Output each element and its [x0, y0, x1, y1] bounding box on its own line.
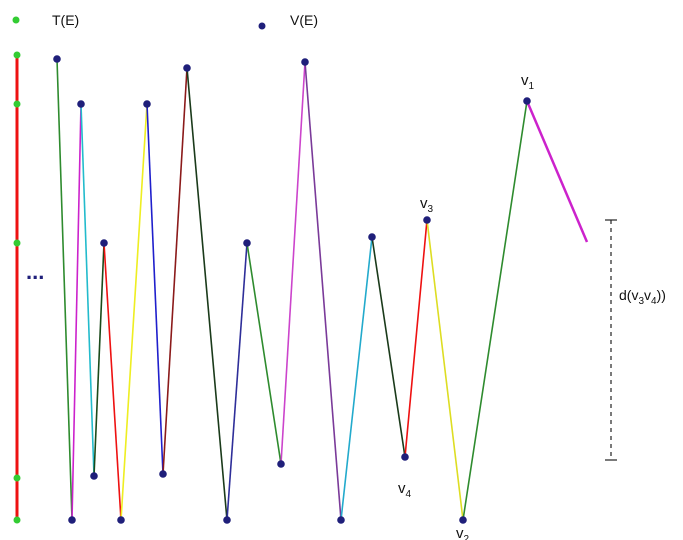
zigzag-segments [56, 58, 589, 521]
zigzag-segment [462, 100, 528, 521]
ellipsis: ... [26, 259, 44, 284]
vertex-point [223, 516, 231, 524]
vertex-point [77, 100, 85, 108]
vertex-point [243, 239, 251, 247]
vertex-point [277, 460, 285, 468]
zigzag-segment [404, 219, 428, 458]
zigzag-segment [56, 58, 73, 521]
zigzag-segment [226, 242, 248, 521]
zigzag-segment [304, 61, 342, 521]
legend-v-label: V(E) [290, 12, 318, 28]
vertex-point [368, 233, 376, 241]
vertex-point [159, 470, 167, 478]
zigzag-segment [80, 103, 95, 477]
zigzag-segment [371, 236, 406, 458]
vertex-point [423, 216, 431, 224]
vertex-point [53, 55, 61, 63]
vertex-point [337, 516, 345, 524]
distance-label: d(v3v4)) [619, 287, 666, 307]
zigzag-segment [93, 242, 105, 477]
legend-v-marker [258, 22, 266, 30]
zigzag-segment [71, 103, 82, 521]
vertex-point [68, 516, 76, 524]
time-tick [13, 474, 21, 482]
vertex-label-v2: v2 [456, 525, 470, 540]
vertex-label-v1: v1 [521, 72, 535, 92]
vertex-point [523, 97, 531, 105]
zigzag-segment [426, 219, 464, 521]
vertex-point [100, 239, 108, 247]
vertex-point [90, 472, 98, 480]
legend-t-label: T(E) [52, 12, 79, 28]
vertex-point [459, 516, 467, 524]
zigzag-vertices [53, 55, 531, 524]
zigzag-segment [103, 242, 122, 521]
vertex-label-v4: v4 [398, 480, 412, 500]
zigzag-segment [246, 242, 282, 465]
zigzag-segment [146, 103, 164, 475]
zigzag-segment [280, 61, 306, 465]
time-tick [13, 516, 21, 524]
zigzag-segment [162, 67, 188, 475]
time-tick [13, 100, 21, 108]
vertex-point [117, 516, 125, 524]
zigzag-segment [120, 103, 148, 521]
zigzag-segment [186, 67, 228, 521]
zigzag-segment [340, 236, 373, 521]
zigzag-segment [525, 100, 589, 243]
vertex-point [301, 58, 309, 66]
time-tick [13, 51, 21, 59]
vertex-point [183, 64, 191, 72]
vertex-point [401, 453, 409, 461]
vertex-point [143, 100, 151, 108]
time-tick [13, 239, 21, 247]
vertex-label-v3: v3 [420, 195, 434, 215]
legend-t-marker [12, 16, 20, 24]
